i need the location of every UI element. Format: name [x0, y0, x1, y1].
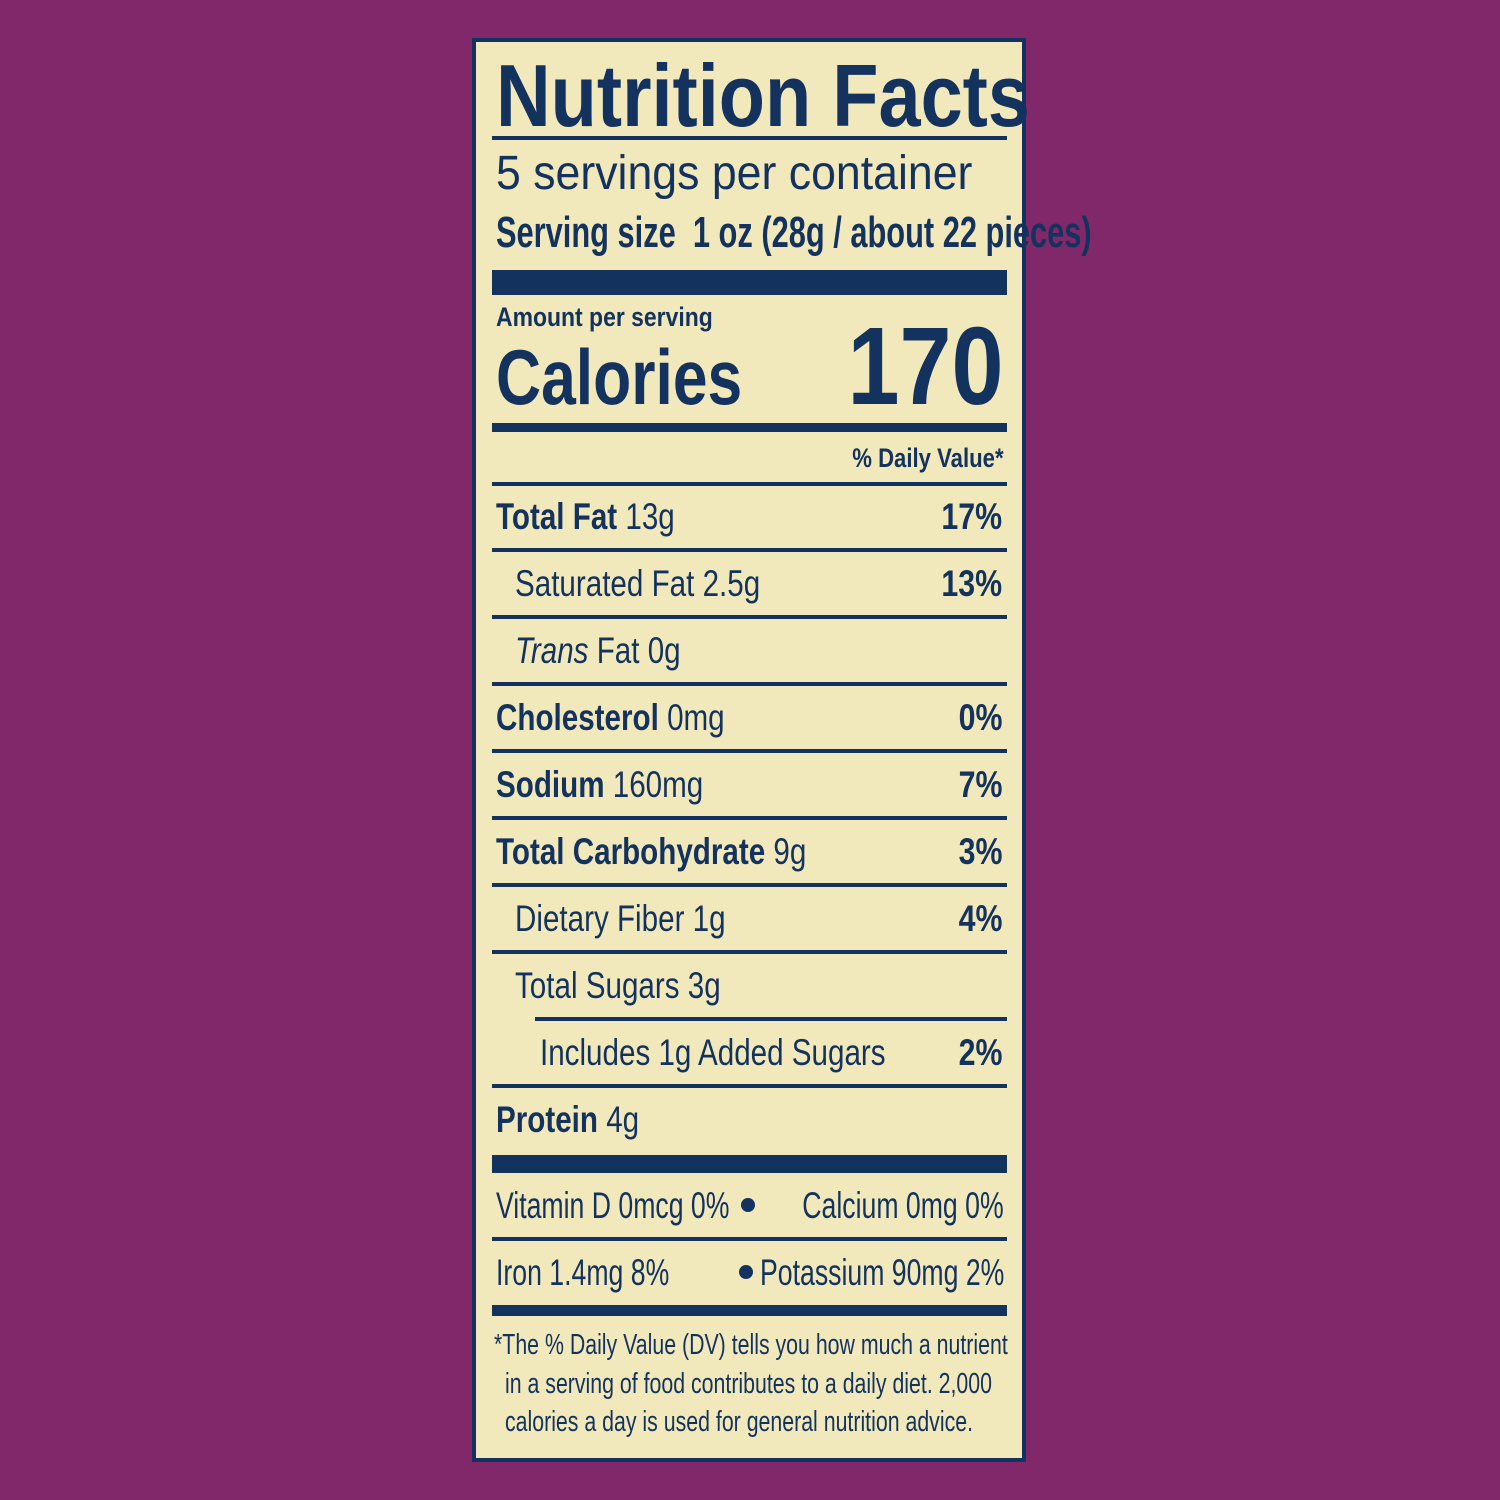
nutrient-dv: 17% [941, 496, 1002, 537]
thick-divider [492, 270, 1007, 295]
divider [492, 1237, 1007, 1241]
nutrient-row: Sodium 160mg [496, 766, 703, 803]
serving-size: Serving size 1 oz (28g / about 22 pieces… [496, 211, 1092, 255]
nutrient-name: Total Fat [496, 496, 618, 537]
nutrient-dv: 0% [958, 697, 1002, 738]
nutrient-amount: 160mg [612, 764, 704, 805]
nutrient-row: Dietary Fiber 1g [515, 900, 726, 937]
divider [492, 482, 1007, 486]
serving-size-label: Serving size [496, 208, 676, 257]
nutrient-row: Protein 4g [496, 1101, 639, 1138]
title: Nutrition Facts [496, 46, 1030, 145]
nutrient-amount: 1g [692, 898, 726, 939]
nutrient-name: Fat [596, 630, 640, 671]
nutrient-name: Cholesterol [496, 697, 659, 738]
nutrient-amount: 2.5g [702, 563, 761, 604]
calcium: Calcium 0mg 0% [802, 1185, 1004, 1226]
nutrient-name: Total Sugars [515, 965, 680, 1006]
thick-divider [492, 1155, 1007, 1173]
nutrient-amount: 0mg [667, 697, 725, 738]
nutrient-amount: 0g [647, 630, 681, 671]
nutrient-dv: 7% [958, 764, 1002, 805]
amount-per-serving: Amount per serving [496, 302, 713, 332]
divider [492, 749, 1007, 753]
divider [492, 615, 1007, 619]
nutrient-dv: 4% [958, 898, 1002, 939]
nutrient-dv: 3% [958, 831, 1002, 872]
divider [492, 816, 1007, 820]
nutrient-name: Includes 1g Added Sugars [540, 1032, 886, 1073]
servings-per-container: 5 servings per container [496, 147, 973, 200]
footnote-line-1: *The % Daily Value (DV) tells you how mu… [494, 1329, 1008, 1361]
bullet-icon [739, 1265, 753, 1279]
medium-divider [492, 423, 1007, 432]
nutrient-amount: 3g [687, 965, 721, 1006]
divider [492, 548, 1007, 552]
nutrient-dv: 2% [958, 1032, 1002, 1073]
nutrient-amount: 13g [625, 496, 675, 537]
calories-value: 170 [847, 305, 1004, 428]
vitamin-d: Vitamin D 0mcg 0% [496, 1185, 730, 1226]
nutrient-name-italic: Trans [515, 630, 589, 671]
nutrient-name: Sodium [496, 764, 605, 805]
nutrient-amount: 9g [773, 831, 807, 872]
nutrient-row: Cholesterol 0mg [496, 699, 725, 736]
nutrient-row: Total Carbohydrate 9g [496, 833, 806, 870]
divider [492, 1084, 1007, 1088]
nutrient-dv: 13% [941, 563, 1002, 604]
nutrient-row: Total Fat 13g [496, 498, 675, 535]
nutrient-row: Includes 1g Added Sugars [540, 1034, 886, 1071]
divider [535, 1017, 1007, 1021]
calories-label: Calories [496, 333, 743, 421]
nutrient-name: Total Carbohydrate [496, 831, 766, 872]
nutrient-name: Dietary Fiber [515, 898, 685, 939]
nutrient-row: Total Sugars 3g [515, 967, 721, 1004]
nutrient-name: Saturated Fat [515, 563, 695, 604]
nutrient-name: Protein [496, 1099, 598, 1140]
medium-divider [492, 1305, 1007, 1316]
nutrient-row: Trans Fat 0g [515, 632, 681, 669]
nutrient-row: Saturated Fat 2.5g [515, 565, 760, 602]
footnote-line-2: in a serving of food contributes to a da… [505, 1368, 993, 1400]
divider [492, 682, 1007, 686]
serving-size-value: 1 oz (28g / about 22 pieces) [692, 208, 1092, 257]
footnote-line-3: calories a day is used for general nutri… [505, 1406, 974, 1438]
dv-header: % Daily Value* [852, 443, 1004, 473]
divider [492, 136, 1007, 140]
iron: Iron 1.4mg 8% [496, 1252, 670, 1293]
bullet-icon [741, 1198, 755, 1212]
divider [492, 883, 1007, 887]
nutrient-amount: 4g [606, 1099, 640, 1140]
potassium: Potassium 90mg 2% [759, 1252, 1004, 1293]
divider [492, 950, 1007, 954]
